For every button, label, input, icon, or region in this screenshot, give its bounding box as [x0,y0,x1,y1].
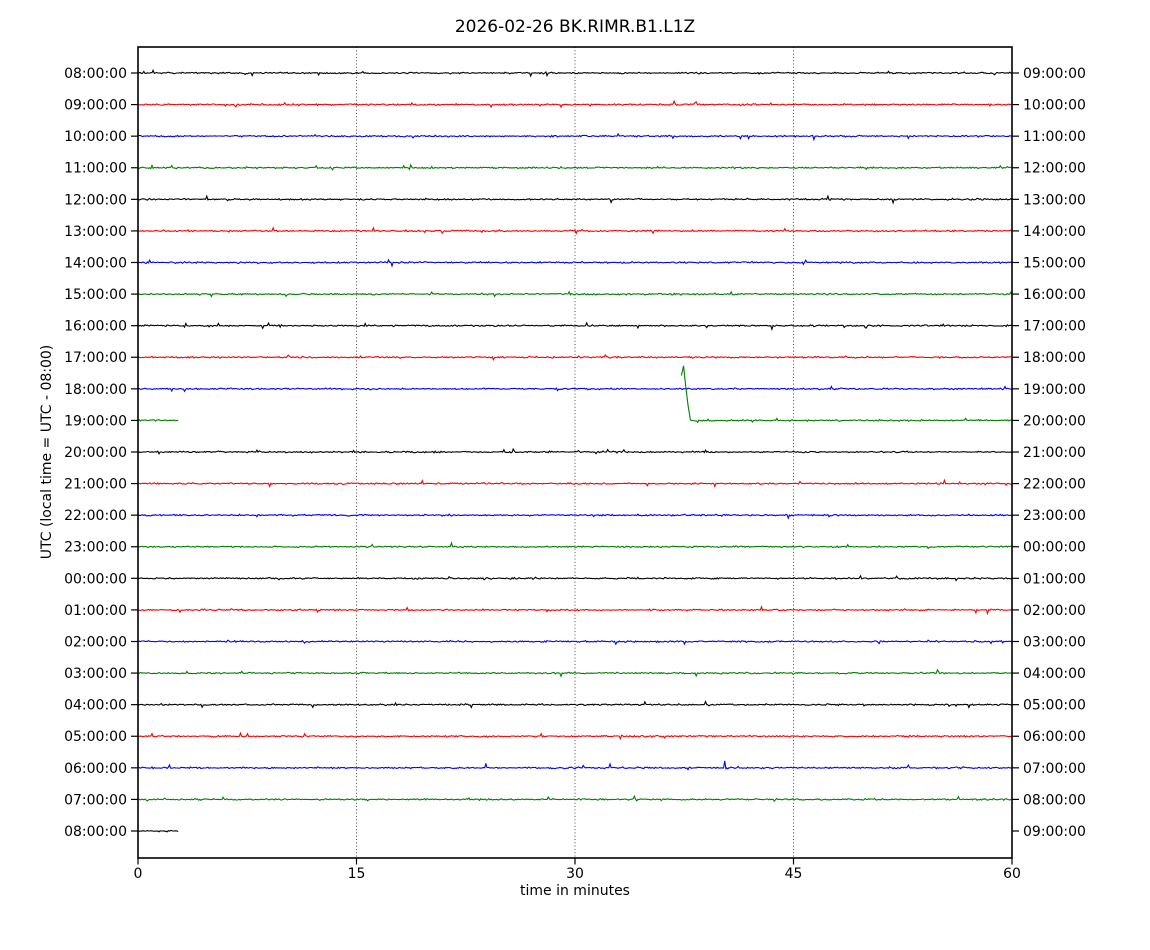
trace-row-19 [137,668,1013,678]
right-tick-label: 14:00:00 [1023,224,1086,240]
left-tick-label: 22:00:00 [64,508,127,524]
trace-row-5 [137,226,1013,235]
trace-row-9 [137,354,1013,362]
right-tick-label: 20:00:00 [1023,413,1086,429]
left-tick-label: 04:00:00 [64,698,127,714]
trace-row-22 [137,760,1013,771]
trace-row-17 [137,604,1013,616]
left-tick-label: 21:00:00 [64,477,127,493]
trace-row-18 [137,639,1013,646]
chart-title: 2026-02-26 BK.RIMR.B1.L1Z [454,17,696,37]
trace-row-20 [137,700,1013,709]
left-tick-label: 00:00:00 [64,571,127,587]
left-tick-label: 12:00:00 [64,192,127,208]
trace-row-23 [137,794,1013,803]
right-tick-label: 12:00:00 [1023,161,1086,177]
trace-row-14 [137,513,1013,520]
left-tick-label: 16:00:00 [64,319,127,335]
right-tick-label: 09:00:00 [1023,824,1086,840]
left-tick-label: 11:00:00 [64,161,127,177]
left-tick-label: 10:00:00 [64,129,127,145]
left-tick-label: 14:00:00 [64,255,127,271]
trace-row-7 [137,290,1013,298]
right-tick-label: 15:00:00 [1023,255,1086,271]
left-tick-label: 01:00:00 [64,603,127,619]
trace-row-8 [137,321,1013,332]
right-tick-label: 19:00:00 [1023,382,1086,398]
trace-row-12 [137,447,1013,455]
right-tick-label: 18:00:00 [1023,350,1086,366]
right-tick-label: 06:00:00 [1023,729,1086,745]
right-tick-label: 23:00:00 [1023,508,1086,524]
left-tick-label: 03:00:00 [64,666,127,682]
right-tick-label: 04:00:00 [1023,666,1086,682]
trace-row-11 [680,365,1013,424]
left-tick-label: 18:00:00 [64,382,127,398]
trace-row-24 [137,829,179,833]
left-tick-label: 20:00:00 [64,445,127,461]
right-tick-label: 08:00:00 [1023,792,1086,808]
right-tick-label: 10:00:00 [1023,98,1086,114]
right-tick-label: 22:00:00 [1023,477,1086,493]
trace-row-16 [137,574,1013,582]
x-tick-label: 45 [785,866,803,882]
right-tick-label: 05:00:00 [1023,698,1086,714]
right-tick-label: 02:00:00 [1023,603,1086,619]
left-tick-label: 23:00:00 [64,540,127,556]
trace-row-0 [137,68,1013,78]
left-tick-label: 08:00:00 [64,66,127,82]
plot-frame [137,46,1013,859]
left-tick-label: 07:00:00 [64,792,127,808]
left-tick-label: 17:00:00 [64,350,127,366]
left-tick-label: 09:00:00 [64,98,127,114]
trace-row-21 [137,731,1013,741]
right-tick-label: 16:00:00 [1023,287,1086,303]
x-tick-label: 15 [348,866,366,882]
trace-row-6 [137,258,1013,268]
right-tick-label: 00:00:00 [1023,540,1086,556]
right-tick-label: 21:00:00 [1023,445,1086,461]
left-tick-label: 15:00:00 [64,287,127,303]
trace-row-15 [137,541,1013,550]
x-tick-label: 0 [134,866,143,882]
trace-row-1 [137,99,1013,109]
right-tick-label: 13:00:00 [1023,192,1086,208]
left-tick-label: 02:00:00 [64,634,127,650]
trace-row-13 [137,478,1013,488]
left-tick-label: 19:00:00 [64,413,127,429]
trace-row-11 [137,418,179,422]
trace-row-3 [137,163,1013,171]
right-tick-label: 09:00:00 [1023,66,1086,82]
right-tick-label: 01:00:00 [1023,571,1086,587]
left-tick-label: 06:00:00 [64,761,127,777]
left-tick-label: 05:00:00 [64,729,127,745]
left-tick-label: 08:00:00 [64,824,127,840]
left-tick-label: 13:00:00 [64,224,127,240]
right-tick-label: 11:00:00 [1023,129,1086,145]
right-tick-label: 17:00:00 [1023,319,1086,335]
right-tick-label: 03:00:00 [1023,634,1086,650]
x-tick-label: 60 [1003,866,1021,882]
x-tick-label: 30 [566,866,584,882]
x-axis-label: time in minutes [520,883,630,899]
trace-row-10 [138,385,1013,393]
trace-row-4 [137,194,1013,205]
trace-row-2 [137,132,1013,142]
right-tick-label: 07:00:00 [1023,761,1086,777]
